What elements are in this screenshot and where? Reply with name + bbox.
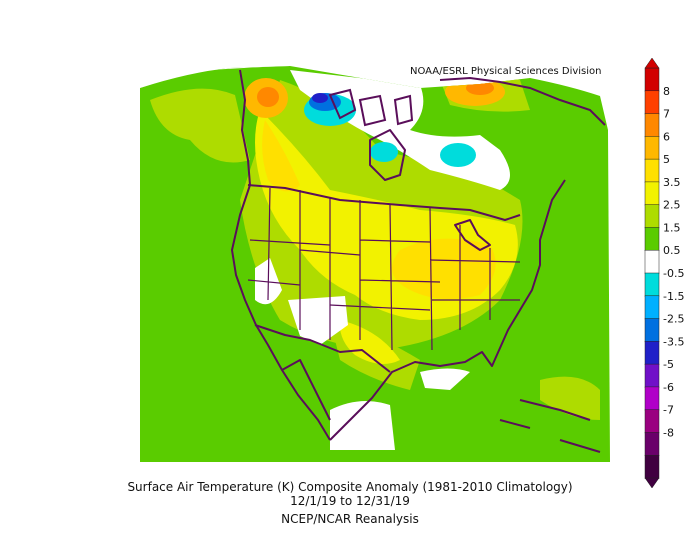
colorbar: 8 7 6 5 3.5 2.5 1.5 0.5 -0.5 -1.5 -2.5 -3.5 -5 -6 -7 -8 [644,57,684,489]
colorbar-swatch [644,227,660,251]
gulf-coastline [329,179,566,441]
arctic-islands [328,76,606,127]
colorbar-top-arrow [644,57,660,69]
colorbar-label: -6 [663,381,674,394]
colorbar-swatch [644,204,660,229]
colorbar-label: -7 [663,404,674,417]
colorbar-swatch [644,341,660,365]
caribbean-islands [499,399,601,453]
state-lines-central [329,200,441,351]
colorbar-swatch [644,158,660,183]
colorbar-label: 0.5 [663,244,681,257]
geographic-outlines [231,69,601,453]
field-cold-quebec [440,143,476,167]
colorbar-swatch [644,272,660,297]
canada-us-border [247,184,521,221]
colorbar-label: 8 [663,85,670,98]
colorbar-label: -2.5 [663,313,684,326]
colorbar-label: 3.5 [663,176,681,189]
caption-date-range: 12/1/19 to 12/31/19 [290,494,410,508]
colorbar-swatch [644,454,660,479]
colorbar-label: -8 [663,426,674,439]
colorbar-swatch [644,113,660,138]
caption-source: NCEP/NCAR Reanalysis [281,512,419,526]
field-warm-core [392,238,496,299]
west-coastline [231,69,331,441]
hudson-bay [369,129,406,181]
colorbar-label: -5 [663,358,674,371]
colorbar-swatch [644,295,660,320]
state-borders [247,187,521,351]
field-hotter-greenland [466,81,494,95]
colorbar-swatch [644,181,660,206]
field-light-east [540,376,600,420]
field-neutral-pacific [330,401,395,450]
colorbar-bottom-arrow [644,477,660,489]
colorbar-swatch [644,432,660,456]
colorbar-label: -0.5 [663,267,684,280]
state-lines-east [429,207,521,351]
colorbar-swatch [644,90,660,115]
colorbar-label: 6 [663,130,670,143]
colorbar-swatch [644,67,660,92]
colorbar-swatch [644,136,660,160]
field-cold-hudson [370,142,398,162]
colorbar-swatch [644,318,660,343]
field-warm-west [262,120,300,192]
colorbar-swatch [644,409,660,434]
state-lines-west [247,187,361,340]
field-neutral-gulf [420,368,470,390]
field-neutral-rockies [288,296,348,345]
colorbar-label: -3.5 [663,335,684,348]
colorbar-label: 7 [663,108,670,121]
colorbar-label: 1.5 [663,221,681,234]
field-light-west [150,88,250,163]
colorbar-label: -1.5 [663,290,684,303]
great-lakes [454,219,491,251]
colorbar-label: 2.5 [663,199,681,212]
us-mexico-border [254,324,391,373]
mexico-outline [281,359,331,421]
arctic-archipelago [328,88,414,127]
colorbar-swatch [644,249,660,274]
field-hotter-alaska [257,87,279,107]
credit-label: NOAA/ESRL Physical Sciences Division [410,66,602,77]
caption-title: Surface Air Temperature (K) Composite An… [127,480,573,494]
colorbar-swatch [644,363,660,388]
field-warm-texas [339,320,400,364]
colorbar-label: 5 [663,153,670,166]
greenland-coast [439,76,606,126]
colorbar-swatch [644,386,660,411]
field-coldest-arctic [312,93,328,103]
